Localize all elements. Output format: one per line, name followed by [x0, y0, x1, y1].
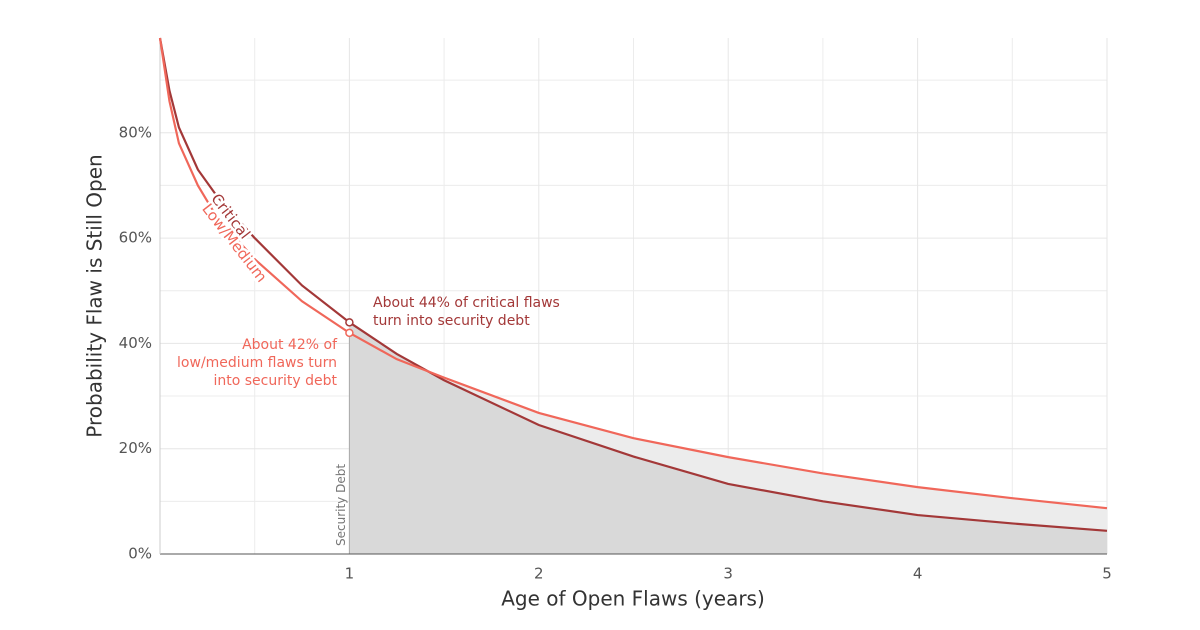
annotation: low/medium flaws turn: [177, 355, 337, 371]
series-line: [158, 37, 1108, 532]
annotation: About 44% of critical flaws: [373, 295, 560, 311]
security-debt-label: Security Debt: [334, 464, 348, 546]
annotation: About 42% of: [242, 337, 338, 353]
series-line: [158, 37, 1108, 510]
y-tick-label: 40%: [119, 334, 152, 352]
security-debt-core: [349, 332, 1107, 554]
x-tick-label: 1: [345, 565, 355, 583]
x-axis-label: Age of Open Flaws (years): [501, 587, 765, 611]
y-tick-label: 60%: [119, 229, 152, 247]
x-tick-label: 5: [1102, 565, 1112, 583]
annotation: turn into security debt: [373, 313, 530, 329]
marker: [345, 318, 354, 327]
x-tick-label: 2: [534, 565, 544, 583]
annotation: into security debt: [214, 373, 338, 389]
y-tick-label: 20%: [119, 439, 152, 457]
y-tick-label: 80%: [119, 123, 152, 141]
y-axis-label: Probability Flaw is Still Open: [83, 154, 107, 437]
marker: [345, 328, 354, 338]
y-tick-label: 0%: [128, 545, 152, 563]
x-tick-label: 4: [913, 565, 923, 583]
x-tick-label: 3: [723, 565, 733, 583]
